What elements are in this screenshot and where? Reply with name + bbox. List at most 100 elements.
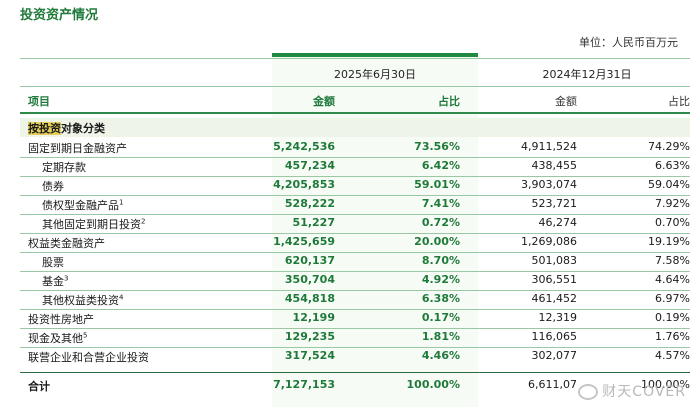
prev-amount: 523,721 — [531, 197, 578, 210]
cur-amount: 317,524 — [284, 349, 335, 362]
row-label-text: 其他权益类投资 — [42, 294, 119, 307]
period-previous: 2024年12月31日 — [542, 68, 632, 81]
cur-pct: 6.42% — [421, 159, 460, 172]
period-current: 2025年6月30日 — [334, 68, 416, 81]
cur-pct: 59.01% — [414, 178, 460, 191]
row-label: 现金及其他5 — [28, 330, 87, 346]
row-label-text: 定期存款 — [42, 161, 86, 174]
current-period-accent-bar — [272, 53, 478, 57]
prev-pct: 0.70% — [655, 216, 690, 229]
footnote-marker: 5 — [83, 331, 88, 340]
cur-pct: 7.41% — [421, 197, 460, 210]
prev-pct: 19.19% — [648, 235, 690, 248]
prev-amount: 1,269,086 — [521, 235, 577, 248]
prev-pct: 4.64% — [655, 273, 690, 286]
cur-pct: 0.17% — [421, 311, 460, 324]
prev-amount: 501,083 — [531, 254, 578, 267]
footnote-marker: 4 — [119, 293, 124, 302]
table-row: 债权型金融产品1 528,222 7.41% 523,721 7.92% — [20, 195, 690, 214]
cur-amount: 528,222 — [284, 197, 335, 210]
watermark-text: 财天COVER — [602, 384, 686, 400]
row-label: 联营企业和合营企业投资 — [28, 349, 149, 365]
table-row: 定期存款 457,234 6.42% 438,455 6.63% — [20, 157, 690, 176]
header-prev-pct: 占比 — [668, 95, 690, 108]
row-label-text: 基金 — [42, 275, 64, 288]
cur-amount: 457,234 — [284, 159, 335, 172]
prev-amount: 12,319 — [538, 311, 578, 324]
section-highlight: 按投资 — [28, 122, 61, 135]
row-label: 基金3 — [42, 273, 68, 289]
row-label-text: 投资性房地产 — [28, 313, 94, 326]
cur-amount: 4,205,853 — [273, 178, 335, 191]
row-label-text: 债权型金融产品 — [42, 199, 119, 212]
row-label: 债券 — [42, 178, 64, 194]
row-divider — [20, 252, 690, 253]
footnote-marker: 3 — [64, 274, 69, 283]
page-title: 投资资产情况 — [20, 8, 99, 23]
prev-amount: 306,551 — [531, 273, 578, 286]
prev-pct: 7.58% — [655, 254, 690, 267]
cur-pct: 6.38% — [421, 292, 460, 305]
row-divider — [20, 157, 690, 158]
row-label-text: 现金及其他 — [28, 332, 83, 345]
prev-pct: 6.63% — [655, 159, 690, 172]
cur-pct: 4.92% — [421, 273, 460, 286]
row-label-text: 其他固定到期日投资 — [42, 218, 141, 231]
table-row: 权益类金融资产 1,425,659 20.00% 1,269,086 19.19% — [20, 233, 690, 252]
table-row: 债券 4,205,853 59.01% 3,903,074 59.04% — [20, 176, 690, 195]
section-rest: 对象分类 — [61, 122, 105, 135]
cur-pct: 8.70% — [421, 254, 460, 267]
cur-pct: 1.81% — [421, 330, 460, 343]
total-prev-pct: 100.00% — [641, 378, 690, 391]
row-label: 权益类金融资产 — [28, 235, 105, 251]
prev-amount: 116,065 — [531, 330, 578, 343]
cur-pct: 4.46% — [421, 349, 460, 362]
row-label: 投资性房地产 — [28, 311, 94, 327]
prev-amount: 46,274 — [538, 216, 578, 229]
footnote-marker: 2 — [141, 217, 146, 226]
prev-pct: 4.57% — [655, 349, 690, 362]
period-rule — [20, 86, 690, 87]
cur-amount: 350,704 — [284, 273, 335, 286]
prev-pct: 59.04% — [648, 178, 690, 191]
row-label-text: 股票 — [42, 256, 64, 269]
table-row: 其他固定到期日投资2 51,227 0.72% 46,274 0.70% — [20, 214, 690, 233]
row-label: 其他权益类投资4 — [42, 292, 123, 308]
weibo-logo-icon — [578, 384, 599, 400]
total-rule — [20, 372, 690, 373]
cur-amount: 1,425,659 — [273, 235, 335, 248]
prev-amount: 3,903,074 — [521, 178, 577, 191]
section-row: 按投资对象分类 — [20, 118, 690, 137]
unit-label: 单位：人民币百万元 — [579, 36, 678, 49]
total-prev-amount: 6,611,07 — [528, 378, 577, 391]
total-cur-amount: 7,127,153 — [273, 378, 335, 391]
header-cur-pct: 占比 — [438, 95, 460, 108]
table-row: 现金及其他5 129,235 1.81% 116,065 1.76% — [20, 328, 690, 347]
row-divider — [20, 195, 690, 196]
total-label: 合计 — [28, 380, 50, 393]
row-divider — [20, 290, 690, 291]
row-divider — [20, 176, 690, 177]
row-label: 股票 — [42, 254, 64, 270]
watermark: 财天COVER — [578, 381, 686, 401]
cur-amount: 5,242,536 — [273, 140, 335, 153]
prev-pct: 7.92% — [655, 197, 690, 210]
prev-pct: 0.19% — [655, 311, 690, 324]
table-row: 投资性房地产 12,199 0.17% 12,319 0.19% — [20, 309, 690, 328]
row-label: 其他固定到期日投资2 — [42, 216, 145, 232]
row-label: 固定到期日金融资产 — [28, 140, 127, 156]
total-cur-pct: 100.00% — [406, 378, 460, 391]
prev-pct: 74.29% — [648, 140, 690, 153]
total-row: 合计 7,127,153 100.00% 6,611,07 100.00% — [20, 376, 690, 395]
header-cur-amount: 金额 — [313, 95, 335, 108]
row-divider — [20, 214, 690, 215]
table-row: 其他权益类投资4 454,818 6.38% 461,452 6.97% — [20, 290, 690, 309]
footnote-marker: 1 — [119, 198, 124, 207]
cur-amount: 12,199 — [292, 311, 335, 324]
row-label-text: 固定到期日金融资产 — [28, 142, 127, 155]
row-divider — [20, 328, 690, 329]
header-row: 项目 金额 占比 金额 占比 — [20, 90, 690, 109]
cur-pct: 20.00% — [414, 235, 460, 248]
table-row: 股票 620,137 8.70% 501,083 7.58% — [20, 252, 690, 271]
prev-pct: 6.97% — [655, 292, 690, 305]
